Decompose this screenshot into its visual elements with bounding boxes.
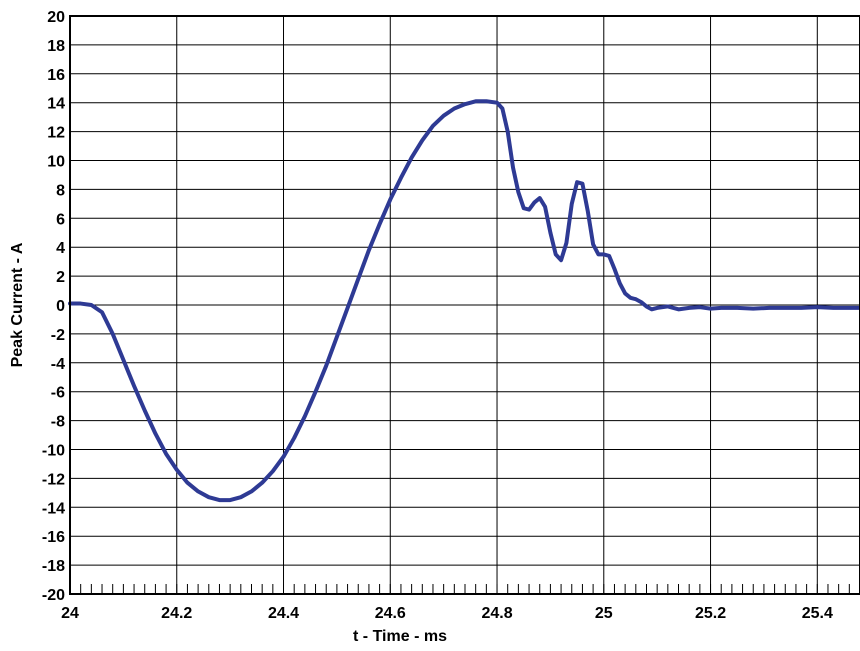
y-tick-label: 14 xyxy=(47,96,65,113)
y-tick-label: -4 xyxy=(51,356,65,373)
y-tick-label: -12 xyxy=(42,471,65,488)
plot-border xyxy=(69,15,860,595)
y-tick-label: -6 xyxy=(51,385,65,402)
minor-ticks xyxy=(69,584,860,594)
y-tick-label: 4 xyxy=(56,240,65,257)
y-axis-title: Peak Current - A xyxy=(9,242,26,367)
x-tick-label: 24.4 xyxy=(268,605,299,622)
y-tick-label: 8 xyxy=(56,182,65,199)
y-tick-label: 12 xyxy=(47,125,65,142)
y-tick-label: -18 xyxy=(42,558,65,575)
y-tick-labels: 20181614121086420-2-4-6-8-10-12-14-16-18… xyxy=(42,9,65,604)
x-tick-label: 24.6 xyxy=(375,605,406,622)
x-tick-label: 24.2 xyxy=(161,605,192,622)
x-tick-label: 25.2 xyxy=(695,605,726,622)
y-tick-label: -16 xyxy=(42,529,65,546)
y-tick-label: 6 xyxy=(56,211,65,228)
x-tick-label: 25.4 xyxy=(802,605,833,622)
y-tick-label: 16 xyxy=(47,67,65,84)
y-tick-label: -10 xyxy=(42,443,65,460)
y-tick-label: 0 xyxy=(56,298,65,315)
x-tick-label: 24 xyxy=(61,605,79,622)
x-tick-label: 24.8 xyxy=(481,605,512,622)
y-tick-label: -20 xyxy=(42,587,65,604)
x-tick-labels: 24 24.2 24.4 24.6 24.8 25 25.2 25.4 xyxy=(61,605,833,622)
peak-current-line xyxy=(68,99,860,503)
y-tick-label: 10 xyxy=(47,154,65,171)
x-axis-title: t - Time - ms xyxy=(353,628,447,645)
plot-frame xyxy=(69,15,860,595)
y-tick-label: 18 xyxy=(47,38,65,55)
y-tick-label: -14 xyxy=(42,500,65,517)
y-tick-label: 20 xyxy=(47,9,65,26)
y-tick-label: -2 xyxy=(51,327,65,344)
x-tick-label: 25 xyxy=(595,605,613,622)
y-tick-label: 2 xyxy=(56,269,65,286)
y-tick-label: -8 xyxy=(51,414,65,431)
